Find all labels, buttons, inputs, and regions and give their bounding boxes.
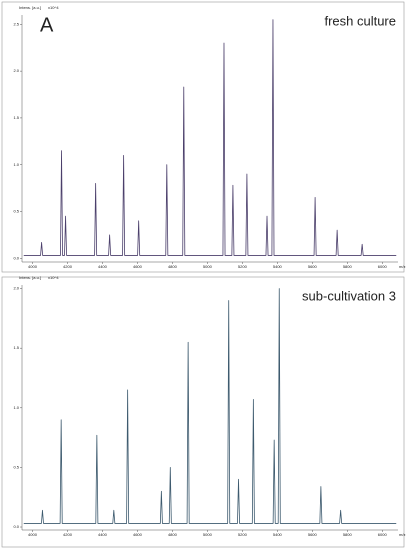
x-tick-label: 4000 — [28, 264, 38, 269]
y-axis-label: Intens. [a.u.] — [19, 5, 41, 10]
x-tick-label: 4000 — [28, 532, 38, 537]
y-tick-label: 1.5 — [13, 115, 19, 120]
x-tick-label: 4600 — [133, 532, 143, 537]
chart-title: fresh culture — [324, 13, 396, 28]
spectrum-line — [23, 288, 397, 524]
x-tick-label: 5800 — [343, 264, 353, 269]
x-tick-label: 5000 — [203, 264, 213, 269]
x-tick-label: 5600 — [308, 264, 318, 269]
x-tick-label: 6000 — [378, 532, 388, 537]
x-tick-label: 5400 — [273, 264, 283, 269]
x-tick-label: 4600 — [133, 264, 143, 269]
y-tick-label: 1.0 — [13, 405, 19, 410]
y-multiplier: x10^4 — [48, 275, 59, 280]
y-multiplier: x10^4 — [48, 5, 59, 10]
x-tick-label: 4800 — [168, 264, 178, 269]
y-axis-label: Intens. [a.u.] — [19, 275, 41, 280]
x-tick-label: 4400 — [98, 532, 108, 537]
y-tick-label: 0.0 — [13, 524, 19, 529]
y-tick-label: 0.0 — [13, 255, 19, 260]
x-tick-label: 4200 — [63, 264, 73, 269]
x-tick-label: 5200 — [238, 264, 248, 269]
x-tick-label: 4800 — [168, 532, 178, 537]
x-tick-label: 4200 — [63, 532, 73, 537]
y-tick-label: 0.5 — [13, 209, 19, 214]
panel-border — [1, 276, 405, 548]
panel-border — [1, 1, 405, 273]
spectrum-line — [23, 19, 397, 256]
y-tick-label: 2.5 — [13, 21, 19, 26]
x-tick-label: 6000 — [378, 264, 388, 269]
x-tick-label: 5200 — [238, 532, 248, 537]
y-tick-label: 1.5 — [13, 345, 19, 350]
chart-title: sub-cultivation 3 — [302, 288, 396, 303]
x-axis-label: m/z — [399, 264, 405, 269]
x-tick-label: 4400 — [98, 264, 108, 269]
y-tick-label: 1.0 — [13, 162, 19, 167]
y-tick-label: 2.0 — [13, 68, 19, 73]
y-tick-label: 0.5 — [13, 464, 19, 469]
x-tick-label: 5800 — [343, 532, 353, 537]
x-tick-label: 5600 — [308, 532, 318, 537]
x-tick-label: 5400 — [273, 532, 283, 537]
panel-label: A — [40, 14, 54, 36]
y-tick-label: 2.0 — [13, 286, 19, 291]
x-axis-label: m/z — [399, 532, 405, 537]
x-tick-label: 5000 — [203, 532, 213, 537]
